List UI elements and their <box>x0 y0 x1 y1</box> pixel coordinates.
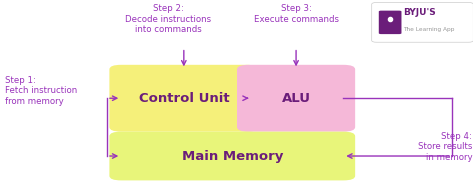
Text: ALU: ALU <box>282 92 310 105</box>
Text: BYJU'S: BYJU'S <box>403 8 436 17</box>
Text: Main Memory: Main Memory <box>182 150 283 163</box>
Text: Step 4:
Store results
in memory: Step 4: Store results in memory <box>418 132 473 162</box>
Text: Control Unit: Control Unit <box>138 92 229 105</box>
FancyBboxPatch shape <box>109 65 258 132</box>
Text: Step 2:
Decode instructions
into commands: Step 2: Decode instructions into command… <box>126 4 211 34</box>
FancyBboxPatch shape <box>237 65 355 132</box>
Text: The Learning App: The Learning App <box>403 27 455 32</box>
FancyBboxPatch shape <box>379 11 401 34</box>
FancyBboxPatch shape <box>109 132 355 180</box>
Text: Step 3:
Execute commands: Step 3: Execute commands <box>254 4 338 24</box>
FancyBboxPatch shape <box>372 3 474 42</box>
Text: Step 1:
Fetch instruction
from memory: Step 1: Fetch instruction from memory <box>5 76 78 106</box>
